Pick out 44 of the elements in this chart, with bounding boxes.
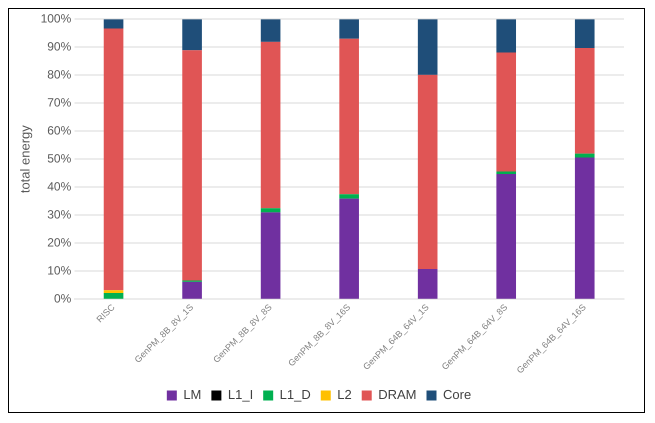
bar <box>260 208 280 212</box>
bar <box>574 48 595 154</box>
y-tick-label: 10% <box>47 264 72 278</box>
bar <box>104 293 124 299</box>
y-axis-title: total energy <box>17 124 32 194</box>
bar <box>574 19 595 48</box>
y-tick-label: 30% <box>47 208 72 222</box>
bar <box>339 194 359 199</box>
legend-label: L1_D <box>280 387 311 402</box>
legend-label: LM <box>183 387 202 402</box>
bar <box>260 212 280 299</box>
bar <box>260 19 280 42</box>
bar <box>496 172 516 174</box>
legend-label: Core <box>443 387 472 402</box>
bar <box>496 52 516 172</box>
bar <box>182 282 202 299</box>
bar <box>496 19 516 53</box>
legend-label: L2 <box>337 387 352 402</box>
legend-label: DRAM <box>378 387 417 402</box>
bar <box>182 50 202 280</box>
y-tick-label: 20% <box>47 236 72 250</box>
bar <box>418 268 438 299</box>
bar <box>418 19 438 75</box>
legend-label: L1_I <box>228 387 254 402</box>
bar <box>496 174 516 299</box>
y-tick-label: 70% <box>47 96 72 110</box>
bar <box>260 42 280 208</box>
bar <box>339 38 359 194</box>
bar <box>104 290 124 294</box>
bar <box>339 198 359 299</box>
bar <box>574 154 595 158</box>
y-tick-label: 100% <box>40 12 72 26</box>
bar <box>104 19 124 28</box>
y-tick-label: 50% <box>47 152 72 166</box>
bar <box>339 19 359 39</box>
bar <box>574 158 595 299</box>
y-tick-label: 40% <box>47 180 72 194</box>
y-tick-label: 90% <box>47 40 72 54</box>
y-tick-label: 80% <box>47 68 72 82</box>
bar <box>418 74 438 269</box>
bar <box>104 28 124 290</box>
y-tick-label: 0% <box>54 292 72 306</box>
bar <box>182 19 202 50</box>
y-tick-label: 60% <box>47 124 72 138</box>
